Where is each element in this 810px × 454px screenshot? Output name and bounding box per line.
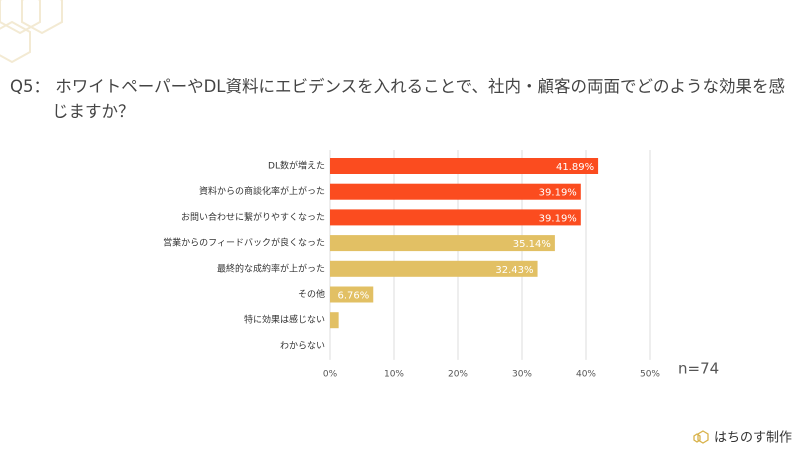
question-title: Q5： ホワイトペーパーやDL資料にエビデンスを入れることで、社内・顧客の両面で… xyxy=(10,77,785,121)
data-label: 6.76% xyxy=(337,291,369,302)
bar xyxy=(330,183,581,200)
y-tick-label: DL数が増えた xyxy=(268,160,325,172)
footer-logo xyxy=(693,430,709,444)
y-tick-label: 資料からの商談化率が上がった xyxy=(199,185,325,197)
hex-decoration xyxy=(0,0,63,64)
x-tick-label: 40% xyxy=(576,369,596,379)
x-tick-label: 30% xyxy=(512,369,532,379)
y-tick-label: 特に効果は感じない xyxy=(244,314,325,326)
data-label: 39.19% xyxy=(539,188,577,199)
bar xyxy=(330,286,374,303)
x-tick-label: 10% xyxy=(384,369,404,379)
y-tick-label: その他 xyxy=(298,288,325,300)
bar xyxy=(330,260,538,277)
x-tick-label: 0% xyxy=(323,369,338,379)
bar xyxy=(330,235,555,252)
bar xyxy=(330,158,599,174)
x-tick-label: 20% xyxy=(448,369,468,379)
footer-brand: はちのす制作 xyxy=(714,431,792,446)
bar xyxy=(330,209,581,226)
sample-size: n=74 xyxy=(678,360,719,378)
bar xyxy=(330,312,339,329)
data-label: 41.89% xyxy=(556,162,594,173)
y-tick-label: 営業からのフィードバックが良くなった xyxy=(163,237,325,249)
y-tick-label: 最終的な成約率が上がった xyxy=(217,262,325,274)
y-tick-label: お問い合わせに繋がりやすくなった xyxy=(181,211,325,223)
y-tick-label: わからない xyxy=(280,340,325,351)
data-label: 32.43% xyxy=(495,265,533,276)
x-tick-label: 50% xyxy=(640,369,660,379)
data-label: 35.14% xyxy=(513,239,551,250)
data-label: 39.19% xyxy=(539,213,577,224)
